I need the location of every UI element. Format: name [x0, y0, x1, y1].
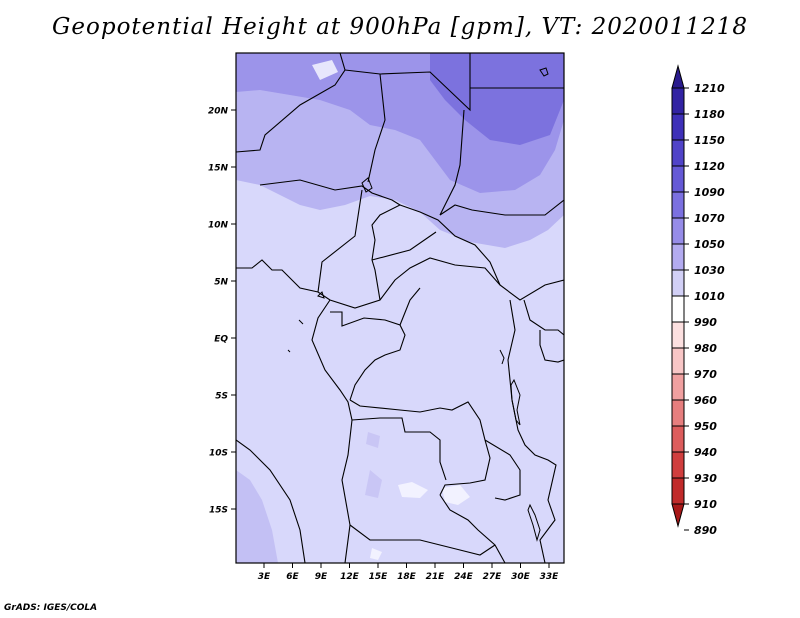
- colorbar-label: 970: [694, 368, 717, 381]
- colorbar-swatch: [671, 347, 685, 375]
- colorbar-swatch: [671, 451, 685, 479]
- colorbar-swatch: [671, 139, 685, 167]
- colorbar-swatch: [671, 321, 685, 349]
- band-1030-west: [236, 470, 278, 563]
- lon-label: 12E: [340, 572, 360, 582]
- colorbar-swatch: [671, 399, 685, 427]
- lat-label: 15N: [208, 164, 229, 174]
- colorbar-swatch: [671, 295, 685, 323]
- lon-label: 3E: [258, 572, 271, 582]
- lon-label: 24E: [454, 572, 474, 582]
- patch-low-1: [398, 482, 428, 498]
- lat-label: 10N: [208, 221, 229, 231]
- height-field: [236, 53, 564, 563]
- lat-label: 5S: [215, 392, 228, 402]
- lon-label: 33E: [540, 572, 560, 582]
- colorbar-swatch: [671, 425, 685, 453]
- lat-label: 20N: [208, 107, 229, 117]
- lon-label: 30E: [511, 572, 531, 582]
- colorbar-swatch: [671, 477, 685, 505]
- colorbar-label: 1090: [694, 186, 725, 199]
- map-title: Geopotential Height at 900hPa [gpm], VT:…: [52, 14, 748, 40]
- lat-label: 10S: [209, 449, 228, 459]
- lon-label: 15E: [369, 572, 389, 582]
- colorbar-swatch: [671, 191, 685, 219]
- colorbar-arrow-bottom: [671, 503, 685, 528]
- grads-credit: GrADS: IGES/COLA: [4, 603, 98, 613]
- colorbar-label: 940: [694, 446, 717, 459]
- lon-label: 21E: [426, 572, 446, 582]
- colorbar-swatch: [671, 269, 685, 297]
- colorbar-label: 960: [694, 394, 717, 407]
- colorbar-label: 1210: [694, 82, 725, 95]
- borders: [236, 53, 564, 563]
- colorbar-swatch: [671, 165, 685, 193]
- colorbar: 1210 1180 1150 1120 1090 1070 1050 1030 1010 990 9…: [671, 64, 725, 537]
- colorbar-label: 1120: [694, 160, 725, 173]
- colorbar-label: 890: [694, 524, 717, 537]
- patch-low-3: [370, 548, 382, 560]
- patch-1030-south: [365, 470, 382, 498]
- colorbar-label: 1180: [694, 108, 725, 121]
- colorbar-arrow-top: [671, 64, 685, 89]
- lat-label: 15S: [209, 506, 228, 516]
- colorbar-swatch: [671, 243, 685, 271]
- lon-label: 9E: [315, 572, 328, 582]
- colorbar-label: 950: [694, 420, 717, 433]
- longitude-axis: 3E 6E 9E 12E 15E 18E 21E 24E 27E 30E 33E: [258, 563, 559, 582]
- band-1070: [430, 53, 564, 145]
- patch-low-2: [442, 485, 470, 505]
- lon-label: 18E: [397, 572, 417, 582]
- colorbar-label: 980: [694, 342, 717, 355]
- colorbar-label: 910: [694, 498, 717, 511]
- map-frame: [235, 52, 565, 564]
- colorbar-label: 990: [694, 316, 717, 329]
- colorbar-label: 1070: [694, 212, 725, 225]
- colorbar-swatch: [671, 373, 685, 401]
- patch-1030-angola: [366, 432, 380, 448]
- colorbar-swatch: [671, 217, 685, 245]
- lat-label: 5N: [214, 278, 228, 288]
- colorbar-label: 1150: [694, 134, 725, 147]
- lon-label: 27E: [483, 572, 503, 582]
- colorbar-label: 930: [694, 472, 717, 485]
- colorbar-swatch: [671, 113, 685, 141]
- colorbar-label: 1050: [694, 238, 725, 251]
- lat-label: EQ: [214, 335, 228, 345]
- latitude-axis: 20N 15N 10N 5N EQ 5S 10S 15S: [208, 107, 236, 516]
- lon-label: 6E: [286, 572, 299, 582]
- colorbar-label: 1010: [694, 290, 725, 303]
- lakes: [287, 67, 549, 542]
- patch-low-4: [312, 60, 338, 80]
- colorbar-label: 1030: [694, 264, 725, 277]
- colorbar-swatch: [671, 87, 685, 115]
